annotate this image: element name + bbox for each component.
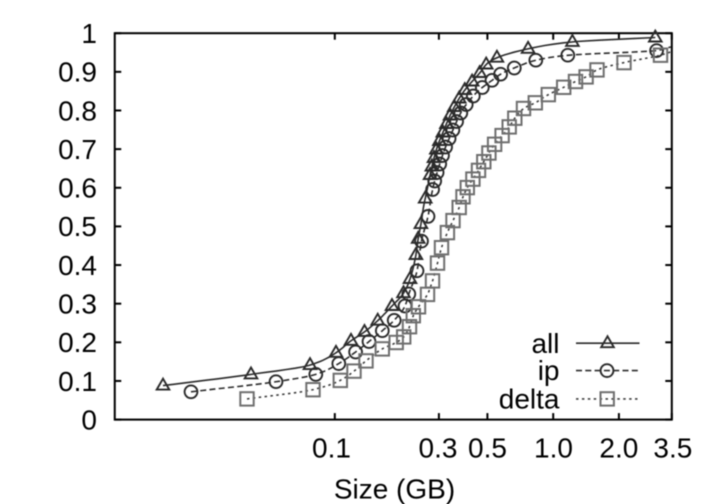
svg-text:0.4: 0.4 (58, 250, 97, 281)
svg-text:ip: ip (538, 355, 560, 386)
svg-text:0.9: 0.9 (58, 57, 97, 88)
svg-text:0.7: 0.7 (58, 134, 97, 165)
svg-text:1: 1 (81, 18, 97, 49)
svg-text:0.3: 0.3 (58, 289, 97, 320)
svg-text:0.1: 0.1 (312, 433, 351, 464)
svg-text:0.5: 0.5 (468, 433, 507, 464)
svg-text:all: all (531, 328, 559, 359)
svg-text:1.0: 1.0 (534, 433, 573, 464)
svg-text:0.5: 0.5 (58, 211, 97, 242)
svg-text:0.2: 0.2 (58, 327, 97, 358)
svg-text:2.0: 2.0 (599, 433, 638, 464)
svg-text:0.3: 0.3 (419, 433, 458, 464)
svg-text:0.6: 0.6 (58, 173, 97, 204)
svg-text:0.1: 0.1 (58, 366, 97, 397)
svg-text:delta: delta (499, 383, 560, 414)
svg-text:0.8: 0.8 (58, 95, 97, 126)
svg-text:0: 0 (81, 404, 97, 435)
svg-text:3.5: 3.5 (653, 433, 692, 464)
svg-text:Size (GB): Size (GB) (334, 474, 455, 504)
